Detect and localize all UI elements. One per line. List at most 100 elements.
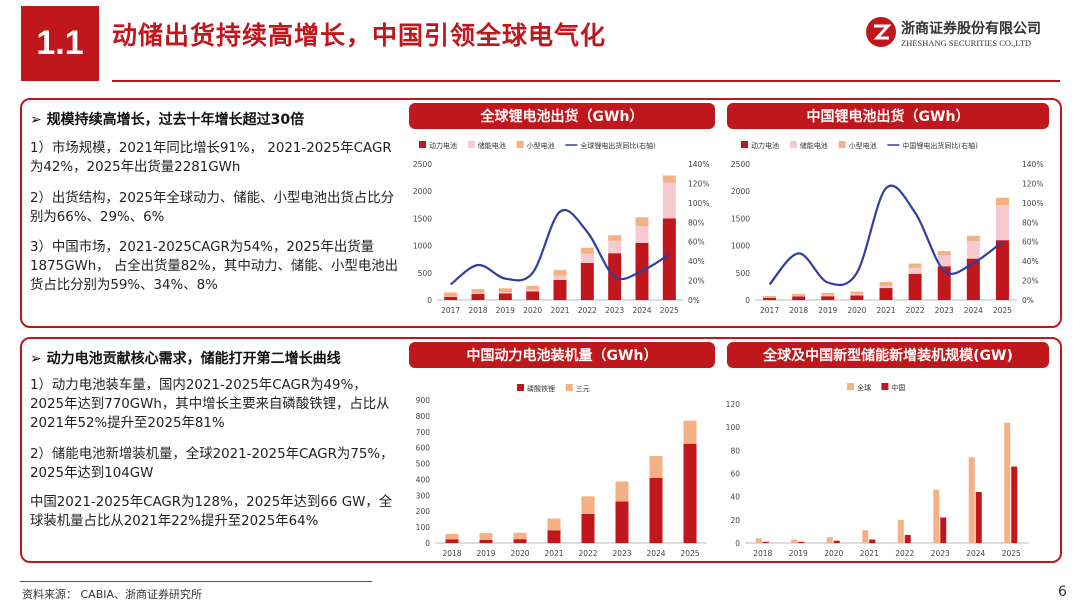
company-logo: 浙商证券股份有限公司 ZHESHANG SECURITIES CO.,LTD [865,16,1055,56]
x-tick-label: 2020 [824,549,843,558]
section-number-badge: 1.1 [21,6,99,81]
y-tick-label: 2000 [413,187,432,196]
legend-swatch [516,141,524,148]
x-tick-label: 2023 [931,549,950,558]
x-tick-label: 2024 [632,306,651,315]
logo-name-en: ZHESHANG SECURITIES CO.,LTD [901,38,1032,48]
bar-segment [662,175,676,183]
bar-segment [908,263,922,268]
x-tick-label: 2025 [993,306,1012,315]
bar-segment [513,532,527,540]
bar-segment [444,292,458,297]
x-tick-label: 2017 [760,306,779,315]
global-battery-shipment-chart: 0 500 1000 1500 2000 2500 0% 20% 40% 60% 80% 100% 12… [413,141,709,315]
bar-segment [966,241,980,259]
y2-tick-label: 40% [1022,257,1039,266]
bar-segment [792,295,806,297]
legend-label: 小型电池 [527,141,555,150]
bar-segment [879,282,893,286]
bar-segment [445,533,459,540]
y2-tick-label: 60% [1022,238,1039,247]
legend-swatch [838,141,846,148]
bar-segment [580,253,594,264]
footer-source: 资料来源： CABIA、浙商证券研究所 [22,588,203,601]
bar [833,540,840,543]
bar [904,534,911,543]
china-ev-battery-install-chart: 0 100 200 300 400 500 600 700 800 900 2018 2019 2020… [416,384,707,558]
bar [791,539,798,543]
y-tick-label: 500 [418,269,433,278]
x-tick-label: 2023 [605,306,624,315]
legend-label: 全球锂电出货同比(右轴) [580,141,656,150]
bar [1011,466,1018,543]
y-tick-label: 120 [726,400,741,409]
bar-segment [498,288,512,293]
bar [897,519,904,543]
legend-swatch [789,141,797,148]
top-panel-heading: ➢ 规模持续高增长，过去十年增长超过30倍 [30,109,304,129]
bar-segment [498,292,512,294]
y-tick-label: 900 [416,396,431,405]
x-tick-label: 2025 [660,306,679,315]
bar [1004,422,1011,543]
y-tick-label: 500 [736,269,751,278]
y2-tick-label: 100% [1022,199,1043,208]
y-tick-label: 100 [416,523,431,532]
bottom-paragraph-1: 1）动力电池装车量，国内2021-2025年CAGR为49%， 2025年达到7… [30,378,390,431]
bar-segment [995,197,1009,206]
y-tick-label: 0 [427,296,432,305]
y-tick-label: 0 [735,539,740,548]
bar [862,530,869,543]
bar-segment [526,285,540,290]
bar [798,541,805,543]
growth-rate-line [768,184,1004,287]
bar-segment [821,296,835,300]
y-tick-label: 80 [730,446,740,455]
y-tick-label: 400 [416,475,431,484]
bar [975,492,982,543]
bar-segment [879,288,893,300]
bar-segment [850,295,864,300]
legend-label: 储能电池 [800,141,828,150]
growth-rate-line [449,208,670,286]
bar-segment [547,530,561,543]
x-tick-label: 2021 [550,306,569,315]
bar-segment [580,247,594,254]
y2-tick-label: 120% [1022,179,1043,188]
bar-segment [763,297,777,300]
y-tick-label: 1000 [731,242,750,251]
legend-swatch [847,383,854,390]
y-tick-label: 20 [730,516,740,525]
bar-segment [553,270,567,276]
bar-segment [445,539,459,543]
x-tick-label: 2022 [895,549,914,558]
y-tick-label: 300 [416,491,431,500]
bar-segment [966,258,980,300]
x-tick-label: 2019 [789,549,808,558]
arrow-bullet-icon: ➢ [30,351,47,367]
arrow-bullet-icon: ➢ [30,112,47,128]
legend-swatch [881,383,889,390]
bar [762,541,769,543]
footer-divider [20,581,372,582]
bar-segment [937,266,951,300]
bar-segment [879,285,893,289]
bar [869,539,876,543]
bar [933,489,940,543]
legend-label: 储能电池 [478,141,506,150]
page-title: 动储出货持续高增长，中国引领全球电气化 [112,21,607,50]
legend-label: 磷酸铁锂 [527,384,555,393]
bar-segment [444,296,458,300]
bar-segment [908,273,922,300]
bar-segment [908,267,922,274]
bar-segment [615,481,629,502]
bar-segment [479,539,493,543]
bottom-heading-text: 动力电池贡献核心需求，储能打开第二增长曲线 [46,351,341,367]
bar-segment [471,289,485,293]
legend-label: 小型电池 [849,141,877,150]
x-tick-label: 2021 [876,306,895,315]
bar-segment [995,205,1009,241]
bar-segment [635,226,649,243]
legend-label: 中国锂电出货同比(右轴) [902,141,978,150]
chart1-title: 全球锂电池出货（GWh） [409,103,715,129]
